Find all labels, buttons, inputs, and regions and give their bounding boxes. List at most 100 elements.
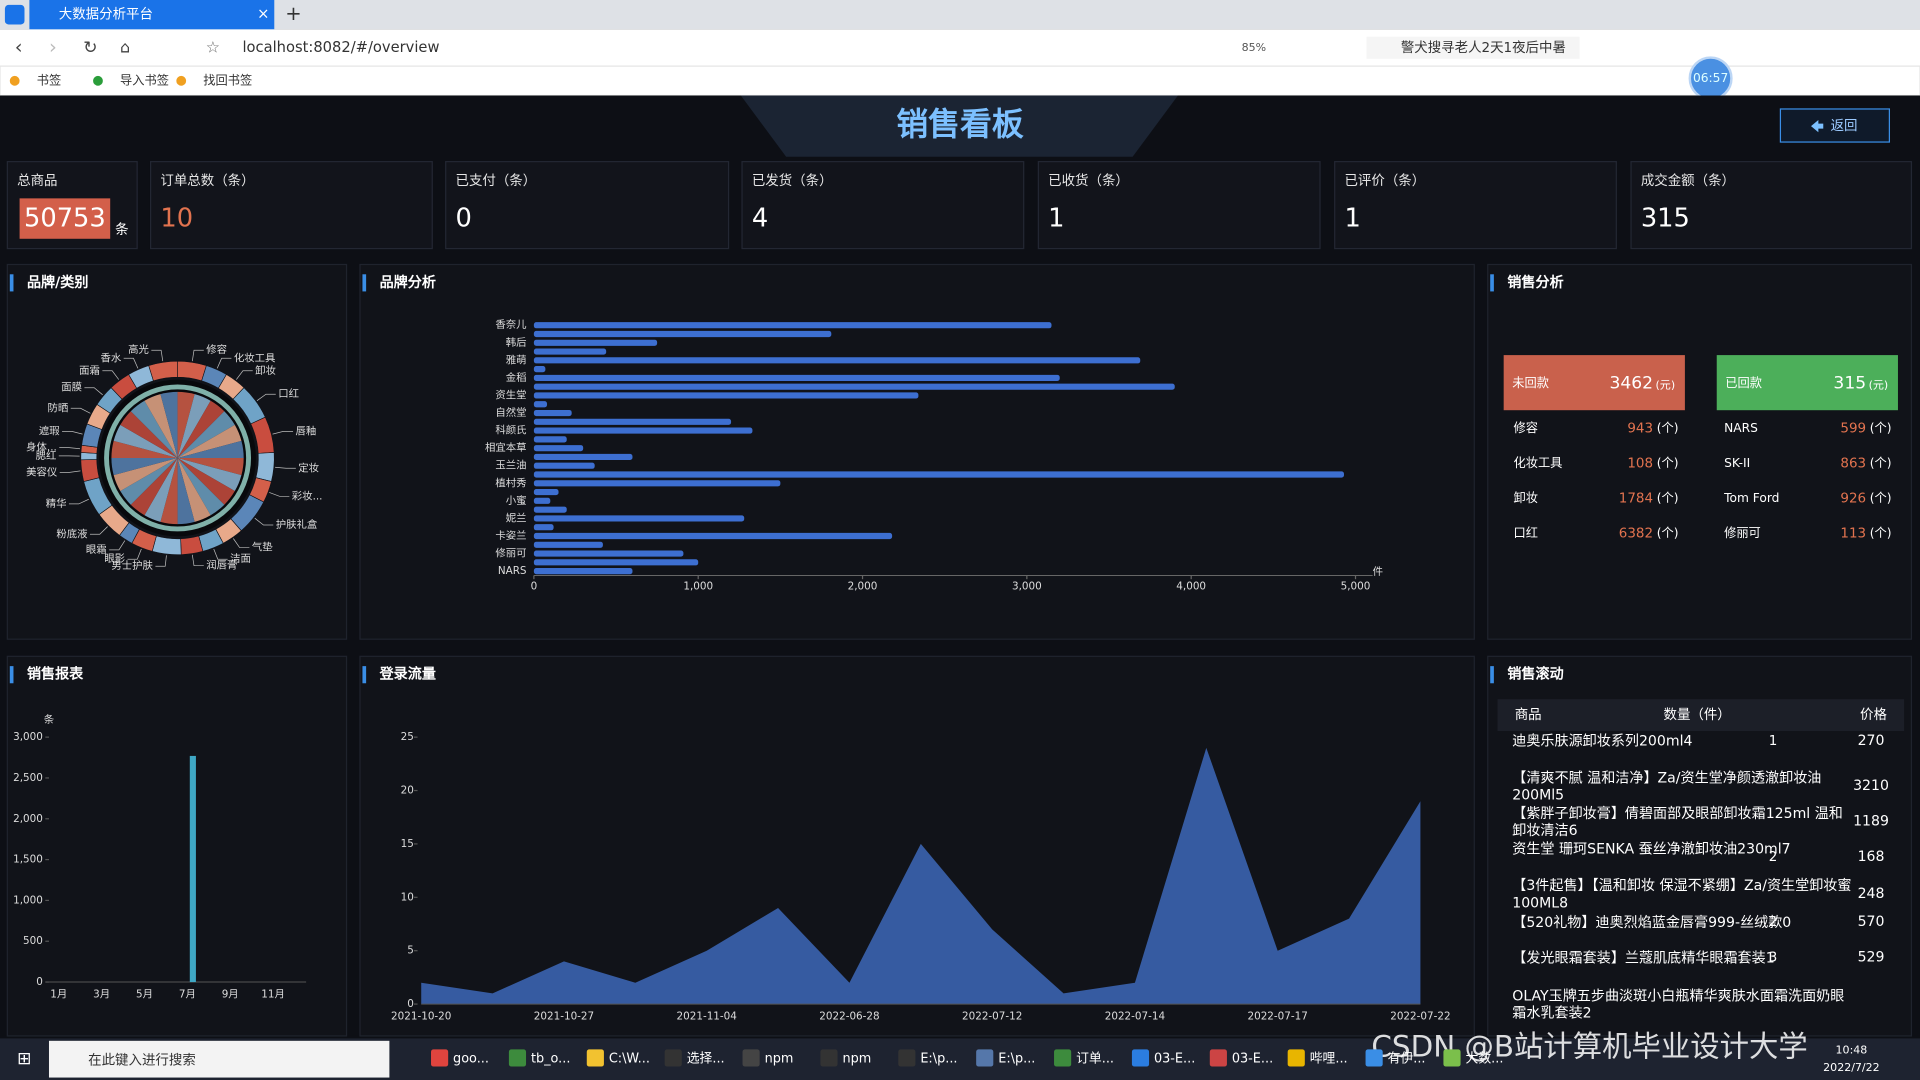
leader-line — [59, 447, 81, 450]
table-price: 570 — [1858, 914, 1885, 930]
bookmark[interactable]: 书签 — [37, 72, 61, 87]
table-price: 529 — [1858, 950, 1885, 966]
taskbar-app[interactable]: C:\W... — [609, 1052, 650, 1067]
table-cell-frame: 【3件起售】【温和卸妆 保湿不紧绷】Za/资生堂卸妆蜜100ML8 — [1512, 877, 1851, 911]
y-tick-label: 妮兰 — [506, 511, 527, 524]
taskbar-app[interactable]: 03-E... — [1232, 1052, 1273, 1067]
url[interactable]: localhost:8082/#/overview — [242, 39, 439, 56]
zoom[interactable]: 85% — [1242, 41, 1266, 54]
star[interactable]: ☆ — [206, 37, 220, 56]
taskbar-app[interactable]: 选择... — [687, 1052, 725, 1067]
item-value: 943 — [1627, 422, 1653, 437]
start-button[interactable]: ⊞ — [17, 1049, 31, 1069]
ring-segment — [148, 360, 178, 382]
bar — [533, 374, 1060, 381]
taskbar-app[interactable]: tb_o... — [531, 1052, 571, 1067]
table-cell-frame: 【清爽不腻 温和洁净】Za/资生堂净颜透澈卸妆油200Ml5 — [1512, 769, 1821, 803]
bookmark[interactable]: 找回书签 — [203, 72, 252, 87]
search-box[interactable] — [1366, 36, 1580, 59]
taskbar-app[interactable]: npm — [842, 1052, 871, 1067]
x-tick-label: 2022-07-17 — [1247, 1010, 1307, 1022]
y-tick-label: 修丽可 — [495, 547, 526, 560]
inner-wedge — [177, 411, 235, 458]
area — [421, 747, 1421, 1005]
taskbar-app[interactable]: npm — [765, 1052, 794, 1067]
panel-title: 销售滚动 — [1507, 666, 1563, 683]
y-tick-label: 自然堂 — [495, 406, 526, 419]
panel — [6, 263, 348, 640]
stat-label: 成交金额（条） — [1641, 172, 1735, 189]
pie-label: 香水 — [100, 352, 121, 364]
taskbar-app-icon — [742, 1049, 760, 1067]
panel — [6, 655, 348, 1037]
back-button[interactable] — [1779, 108, 1890, 143]
summary-unit: (元) — [1869, 379, 1889, 392]
item-unit: (个) — [1870, 456, 1892, 470]
pie-label: 遮瑕 — [39, 424, 60, 437]
leader-line — [213, 548, 228, 560]
taskbar-app[interactable]: 有伊... — [1388, 1052, 1426, 1067]
pie-label: 卸妆 — [255, 364, 276, 377]
bar — [533, 418, 732, 425]
tab-close[interactable]: × — [257, 6, 269, 23]
x-tick-label: 1月 — [50, 988, 67, 1000]
taskbar-app[interactable]: E:\p... — [998, 1052, 1035, 1067]
pie-label: 定妆 — [298, 461, 319, 474]
new-tab[interactable]: + — [285, 2, 301, 25]
stat-value: 315 — [1641, 204, 1690, 234]
stat-card — [1334, 161, 1617, 250]
y-tick-label: 科颜氏 — [495, 424, 526, 437]
stat-card — [1037, 161, 1321, 250]
back-arrow — [1811, 120, 1824, 133]
x-tick-label: 2022-07-14 — [1105, 1010, 1166, 1022]
inner-wedge — [113, 457, 178, 492]
back-label[interactable]: 返回 — [1831, 118, 1858, 134]
bookmark[interactable]: 导入书签 — [120, 72, 169, 87]
stat-value: 1 — [1344, 204, 1360, 234]
inner-wedge — [177, 457, 195, 525]
bar — [533, 427, 753, 434]
taskbar-app[interactable]: E:\p... — [920, 1052, 957, 1067]
back[interactable]: ‹ — [15, 35, 23, 58]
stat-label: 已评价（条） — [1344, 172, 1425, 189]
taskbar-app[interactable]: goo... — [453, 1052, 489, 1067]
bar — [533, 436, 567, 443]
stat-card — [1630, 161, 1913, 250]
taskbar-app[interactable]: 大数... — [1465, 1052, 1503, 1067]
y-tick-label: 卡姿兰 — [495, 529, 526, 542]
panel-accent — [362, 274, 367, 292]
inner-wedge — [160, 391, 178, 458]
home[interactable]: ⌂ — [120, 37, 130, 56]
x-tick-label: 2021-10-27 — [534, 1010, 594, 1022]
y-tick-label: 香奈儿 — [495, 318, 527, 331]
ring-segment — [180, 535, 204, 555]
y-tick-label: 植村秀 — [495, 476, 526, 489]
bar — [533, 480, 781, 487]
taskbar-app[interactable]: 订单... — [1076, 1052, 1114, 1067]
forward[interactable]: › — [49, 35, 57, 58]
leader-line — [216, 357, 232, 369]
x-tick-label: 2021-10-20 — [391, 1010, 451, 1022]
watermark: CSDN @B站计算机毕业设计大学 — [1371, 1030, 1807, 1064]
stat-card — [741, 161, 1025, 250]
summary-value: 315 — [1833, 373, 1866, 393]
x-axis-unit: 件 — [1373, 566, 1383, 578]
leader-line — [254, 517, 274, 526]
taskbar-app[interactable]: 03-E... — [1154, 1052, 1195, 1067]
taskbar-search-text[interactable]: 在此键入进行搜索 — [88, 1052, 196, 1068]
taskbar-search[interactable] — [48, 1040, 390, 1078]
active-tab[interactable] — [29, 0, 275, 30]
item-name: NARS — [1724, 421, 1758, 435]
inner-wedge — [177, 424, 242, 458]
inner-wedge — [177, 391, 195, 458]
leader-line — [236, 370, 253, 380]
item-value: 926 — [1840, 491, 1866, 506]
inner-wedge — [177, 394, 211, 458]
reload[interactable]: ↻ — [83, 38, 97, 58]
taskbar-app[interactable]: 哔哩... — [1310, 1052, 1348, 1067]
item-name: Tom Ford — [1723, 491, 1779, 505]
search-text[interactable]: 警犬搜寻老人2天1夜后中暑 — [1401, 40, 1566, 56]
taskbar-app-icon — [1209, 1049, 1227, 1067]
pie-label: 润唇膏 — [206, 559, 237, 572]
